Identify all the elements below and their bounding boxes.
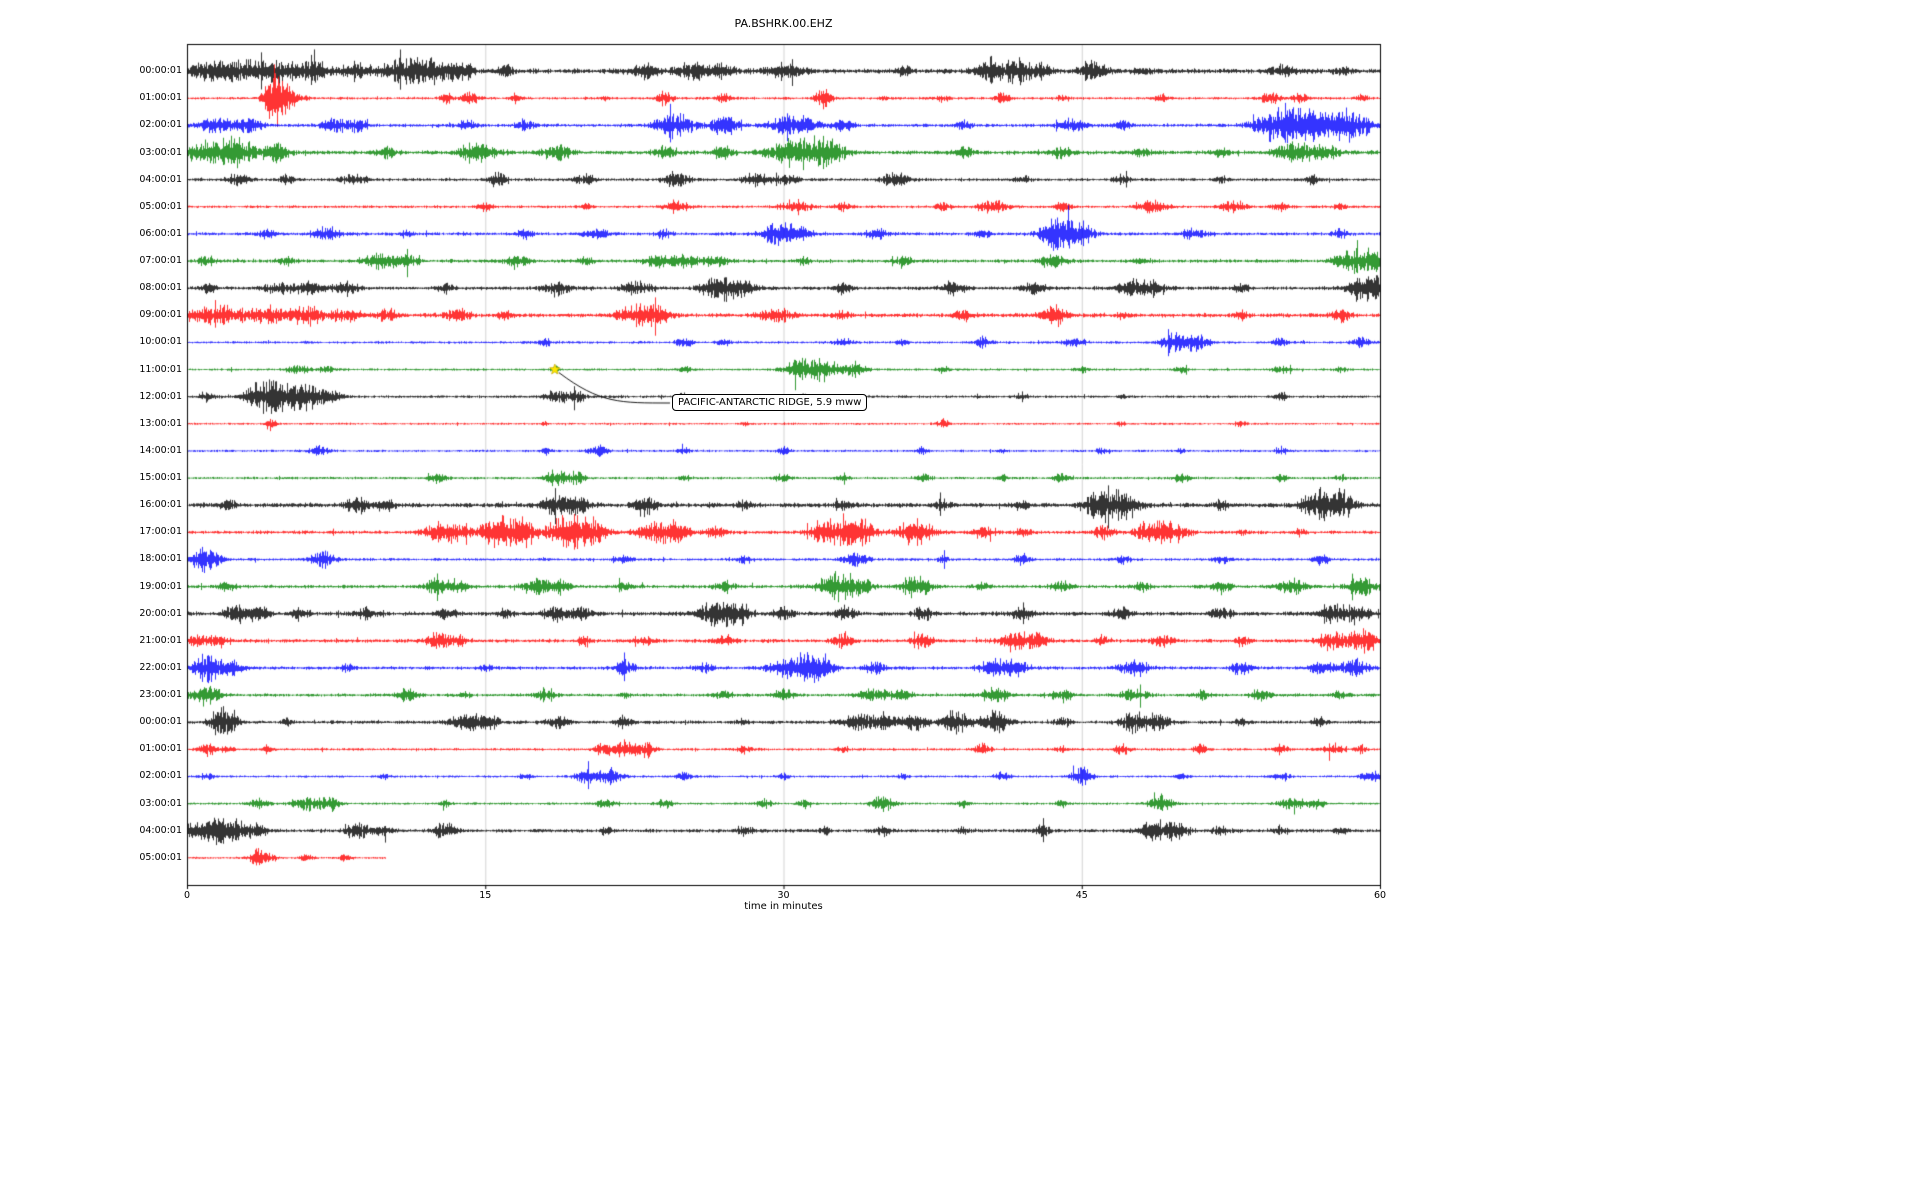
event-annotation: PACIFIC-ANTARCTIC RIDGE, 5.9 mww bbox=[672, 394, 868, 411]
x-axis-label: time in minutes bbox=[744, 901, 823, 912]
x-tick-label: 15 bbox=[479, 890, 492, 901]
row-label: 01:00:01 bbox=[139, 743, 182, 755]
row-label: 03:00:01 bbox=[139, 797, 182, 809]
x-tick-label: 60 bbox=[1373, 890, 1387, 901]
row-label: 08:00:01 bbox=[139, 282, 182, 294]
x-tick-label: 30 bbox=[777, 890, 790, 901]
row-label: 03:00:01 bbox=[139, 146, 182, 158]
row-label: 16:00:01 bbox=[139, 499, 182, 511]
row-label: 09:00:01 bbox=[139, 309, 182, 321]
row-label: 04:00:01 bbox=[139, 824, 182, 836]
row-label: 00:00:01 bbox=[139, 716, 182, 728]
row-label: 05:00:01 bbox=[139, 200, 182, 212]
row-label: 07:00:01 bbox=[139, 255, 182, 267]
row-label: 02:00:01 bbox=[139, 770, 182, 782]
row-label: 05:00:01 bbox=[139, 851, 182, 863]
event-annotation-label: PACIFIC-ANTARCTIC RIDGE, 5.9 mww bbox=[678, 397, 862, 408]
row-label: 04:00:01 bbox=[139, 173, 182, 185]
x-tick-label: 0 bbox=[183, 890, 191, 901]
row-label: 14:00:01 bbox=[139, 444, 182, 456]
row-label: 06:00:01 bbox=[139, 227, 182, 239]
row-label: 01:00:01 bbox=[139, 92, 182, 104]
row-label: 23:00:01 bbox=[139, 689, 182, 701]
row-label: 21:00:01 bbox=[139, 634, 182, 646]
row-label: 00:00:01 bbox=[139, 65, 182, 77]
row-label: 13:00:01 bbox=[139, 417, 182, 429]
row-label: 20:00:01 bbox=[139, 607, 182, 619]
x-tick-label: 45 bbox=[1075, 890, 1088, 901]
row-label: 18:00:01 bbox=[139, 553, 182, 565]
row-label: 17:00:01 bbox=[139, 526, 182, 538]
chart-title: PA.BSHRK.00.EHZ bbox=[734, 17, 833, 30]
row-label: 15:00:01 bbox=[139, 472, 182, 484]
row-label: 02:00:01 bbox=[139, 119, 182, 131]
row-label: 10:00:01 bbox=[139, 336, 182, 348]
row-label: 22:00:01 bbox=[139, 661, 182, 673]
row-label: 19:00:01 bbox=[139, 580, 182, 592]
row-label: 12:00:01 bbox=[139, 390, 182, 402]
row-label: 11:00:01 bbox=[139, 363, 182, 375]
